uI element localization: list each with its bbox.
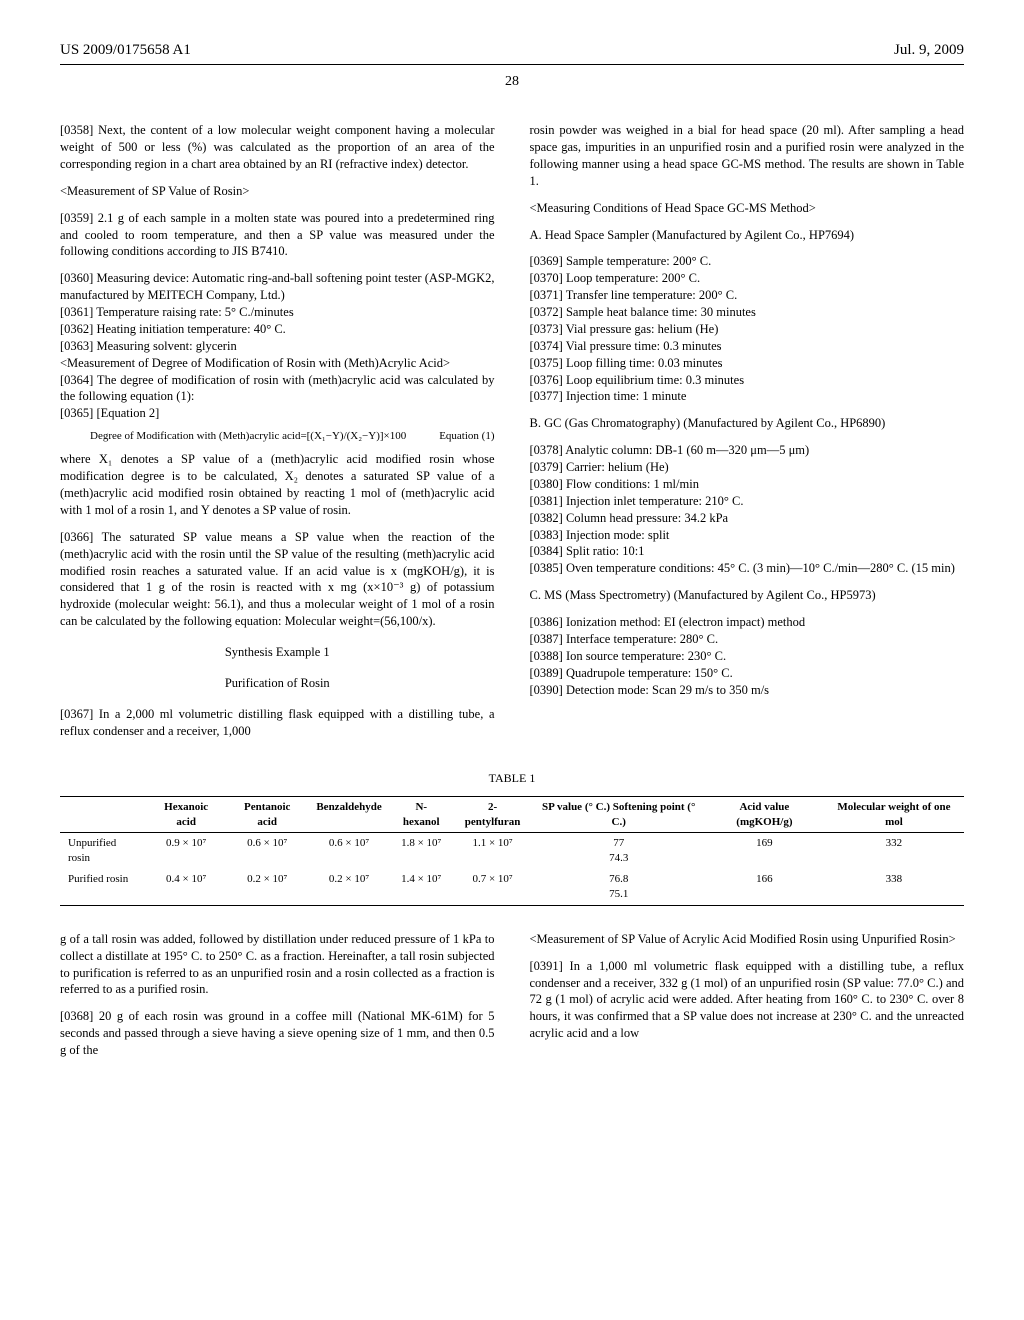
- cell: 76.8 75.1: [532, 869, 704, 905]
- tall-rosin-text: g of a tall rosin was added, followed by…: [60, 931, 495, 999]
- cell: 0.2 × 10⁷: [226, 869, 308, 905]
- table-1-title: TABLE 1: [60, 770, 964, 786]
- para-0358: [0358] Next, the content of a low molecu…: [60, 122, 495, 173]
- para-0383: [0383] Injection mode: split: [530, 527, 965, 544]
- cell: 77 74.3: [532, 833, 704, 869]
- cell: 332: [824, 833, 964, 869]
- cell: 0.4 × 10⁷: [146, 869, 226, 905]
- equation-label: Equation (1): [439, 430, 494, 443]
- para-0370: [0370] Loop temperature: 200° C.: [530, 270, 965, 287]
- cell: 0.2 × 10⁷: [308, 869, 389, 905]
- para-0361: [0361] Temperature raising rate: 5° C./m…: [60, 304, 495, 321]
- para-0381: [0381] Injection inlet temperature: 210°…: [530, 493, 965, 510]
- para-0363: [0363] Measuring solvent: glycerin: [60, 338, 495, 355]
- table-1: Hexanoic acid Pentanoic acid Benzaldehyd…: [60, 796, 964, 906]
- equation-1: Degree of Modification with (Meth)acryli…: [90, 430, 495, 443]
- para-0378: [0378] Analytic column: DB-1 (60 m—320 μ…: [530, 442, 965, 459]
- cell: 169: [705, 833, 824, 869]
- rosin-powder-text: rosin powder was weighed in a bial for h…: [530, 122, 965, 190]
- meas-modification-title: <Measurement of Degree of Modification o…: [60, 355, 495, 372]
- publication-date: Jul. 9, 2009: [894, 40, 964, 60]
- col-pentylfuran: 2-pentylfuran: [453, 796, 533, 833]
- para-0373: [0373] Vial pressure gas: helium (He): [530, 321, 965, 338]
- bottom-left-column: g of a tall rosin was added, followed by…: [60, 931, 495, 1069]
- cell: 0.6 × 10⁷: [226, 833, 308, 869]
- table-header-row: Hexanoic acid Pentanoic acid Benzaldehyd…: [60, 796, 964, 833]
- para-0379: [0379] Carrier: helium (He): [530, 459, 965, 476]
- para-0365: [0365] [Equation 2]: [60, 405, 495, 422]
- para-0389: [0389] Quadrupole temperature: 150° C.: [530, 665, 965, 682]
- page-number: 28: [60, 73, 964, 92]
- para-0377: [0377] Injection time: 1 minute: [530, 388, 965, 405]
- section-a: A. Head Space Sampler (Manufactured by A…: [530, 227, 965, 244]
- section-b: B. GC (Gas Chromatography) (Manufactured…: [530, 415, 965, 432]
- col-hexanoic: Hexanoic acid: [146, 796, 226, 833]
- para-0387: [0387] Interface temperature: 280° C.: [530, 631, 965, 648]
- cell: 1.8 × 10⁷: [390, 833, 453, 869]
- cell: 1.4 × 10⁷: [390, 869, 453, 905]
- table-row: Unpurified rosin 0.9 × 10⁷ 0.6 × 10⁷ 0.6…: [60, 833, 964, 869]
- para-0371: [0371] Transfer line temperature: 200° C…: [530, 287, 965, 304]
- para-0384: [0384] Split ratio: 10:1: [530, 543, 965, 560]
- equation-text: Degree of Modification with (Meth)acryli…: [90, 430, 406, 442]
- para-0367: [0367] In a 2,000 ml volumetric distilli…: [60, 706, 495, 740]
- para-0375: [0375] Loop filling time: 0.03 minutes: [530, 355, 965, 372]
- para-0390: [0390] Detection mode: Scan 29 m/s to 35…: [530, 682, 965, 699]
- para-0386: [0386] Ionization method: EI (electron i…: [530, 614, 965, 631]
- main-columns: [0358] Next, the content of a low molecu…: [60, 122, 964, 749]
- para-0364: [0364] The degree of modification of ros…: [60, 372, 495, 406]
- cell: 1.1 × 10⁷: [453, 833, 533, 869]
- cell: Unpurified rosin: [60, 833, 146, 869]
- cell: Purified rosin: [60, 869, 146, 905]
- bottom-right-column: <Measurement of SP Value of Acrylic Acid…: [530, 931, 965, 1069]
- where-clause: where X₁ denotes a SP value of a (meth)a…: [60, 451, 495, 519]
- para-0382: [0382] Column head pressure: 34.2 kPa: [530, 510, 965, 527]
- left-column: [0358] Next, the content of a low molecu…: [60, 122, 495, 749]
- patent-id: US 2009/0175658 A1: [60, 40, 191, 60]
- col-benzaldehyde: Benzaldehyde: [308, 796, 389, 833]
- col-nhexanol: N-hexanol: [390, 796, 453, 833]
- cell: 338: [824, 869, 964, 905]
- right-column: rosin powder was weighed in a bial for h…: [530, 122, 965, 749]
- para-0359: [0359] 2.1 g of each sample in a molten …: [60, 210, 495, 261]
- purification-title: Purification of Rosin: [60, 675, 495, 692]
- cell: 0.7 × 10⁷: [453, 869, 533, 905]
- para-0391: [0391] In a 1,000 ml volumetric flask eq…: [530, 958, 965, 1042]
- synthesis-example-1-title: Synthesis Example 1: [60, 644, 495, 661]
- para-0366: [0366] The saturated SP value means a SP…: [60, 529, 495, 630]
- para-0372: [0372] Sample heat balance time: 30 minu…: [530, 304, 965, 321]
- para-0369: [0369] Sample temperature: 200° C.: [530, 253, 965, 270]
- cell: 0.9 × 10⁷: [146, 833, 226, 869]
- para-0385: [0385] Oven temperature conditions: 45° …: [530, 560, 965, 577]
- cell: 166: [705, 869, 824, 905]
- para-0376: [0376] Loop equilibrium time: 0.3 minute…: [530, 372, 965, 389]
- col-pentanoic: Pentanoic acid: [226, 796, 308, 833]
- para-0360: [0360] Measuring device: Automatic ring-…: [60, 270, 495, 304]
- cell: 0.6 × 10⁷: [308, 833, 389, 869]
- col-blank: [60, 796, 146, 833]
- col-sp: SP value (° C.) Softening point (° C.): [532, 796, 704, 833]
- para-0388: [0388] Ion source temperature: 230° C.: [530, 648, 965, 665]
- para-0380: [0380] Flow conditions: 1 ml/min: [530, 476, 965, 493]
- table-row: Purified rosin 0.4 × 10⁷ 0.2 × 10⁷ 0.2 ×…: [60, 869, 964, 905]
- col-mw: Molecular weight of one mol: [824, 796, 964, 833]
- meas-cond-title: <Measuring Conditions of Head Space GC-M…: [530, 200, 965, 217]
- col-acid: Acid value (mgKOH/g): [705, 796, 824, 833]
- sp-value-title: <Measurement of SP Value of Rosin>: [60, 183, 495, 200]
- meas-sp-acrylic-title: <Measurement of SP Value of Acrylic Acid…: [530, 931, 965, 948]
- bottom-columns: g of a tall rosin was added, followed by…: [60, 931, 964, 1069]
- para-0362: [0362] Heating initiation temperature: 4…: [60, 321, 495, 338]
- section-c: C. MS (Mass Spectrometry) (Manufactured …: [530, 587, 965, 604]
- page-header: US 2009/0175658 A1 Jul. 9, 2009: [60, 40, 964, 65]
- para-0368: [0368] 20 g of each rosin was ground in …: [60, 1008, 495, 1059]
- para-0374: [0374] Vial pressure time: 0.3 minutes: [530, 338, 965, 355]
